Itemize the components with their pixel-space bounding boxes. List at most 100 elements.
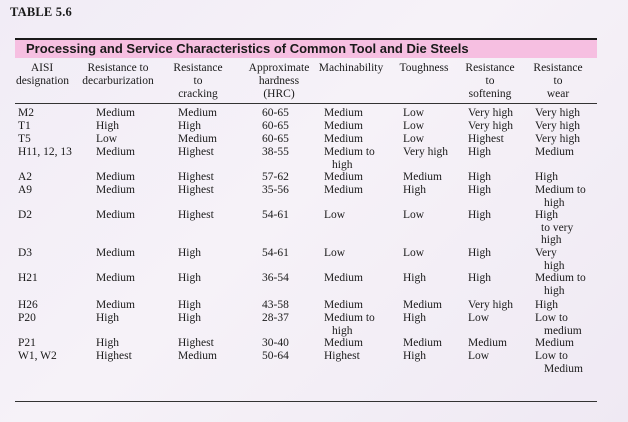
cell-line: Medium to (535, 184, 586, 196)
header-softening: Resistance to softening (462, 62, 518, 101)
steel-designation-cell: A2 (18, 171, 33, 183)
table-cell: Medium (324, 171, 363, 183)
header-text: Resistance (465, 62, 515, 74)
table-cell: Low (324, 247, 346, 259)
cell-line: high (332, 324, 353, 337)
table-cell: Low (324, 209, 346, 221)
table-cell: Medium (324, 337, 363, 349)
table-cell: High (178, 312, 201, 324)
table-number: TABLE 5.6 (10, 5, 72, 19)
table-cell: High (96, 120, 119, 132)
table-cell: Medium (178, 107, 217, 119)
table-cell: 60-65 (262, 133, 289, 145)
table-cell: Medium (324, 107, 363, 119)
steel-designation-cell: T1 (18, 120, 31, 132)
header-text: AISI (30, 62, 54, 74)
table-cell: Highest (468, 133, 504, 145)
table-cell: Low to medium (535, 312, 582, 337)
header-aisi: AISI designation (16, 62, 70, 88)
table-cell: High (178, 120, 201, 132)
table-cell: Medium (324, 272, 363, 284)
table-cell: High (403, 184, 426, 196)
table-cell: Medium to high (535, 184, 586, 209)
table-cell: High (468, 209, 491, 221)
table-cell: Medium (535, 146, 574, 158)
cell-line: high (541, 234, 562, 246)
header-text: Resistance to (87, 62, 149, 74)
table-cell: High (535, 299, 558, 311)
table-cell: Low (403, 209, 425, 221)
steel-designation-cell: H21 (18, 272, 38, 284)
cell-line: Very (535, 247, 557, 259)
table-title: Processing and Service Characteristics o… (26, 41, 469, 56)
table-cell: High (178, 299, 201, 311)
table-cell: 38-55 (262, 146, 289, 158)
cell-line: Low to (535, 350, 568, 362)
table-cell: Medium to high (324, 146, 375, 171)
table-cell: Very high (468, 107, 514, 119)
table-cell: Medium (535, 337, 574, 349)
table-cell: Low (96, 133, 118, 145)
table-cell: Medium (324, 133, 363, 145)
table-cell: Medium (178, 350, 217, 362)
table-cell: Highest (178, 209, 214, 221)
header-text: to (485, 75, 495, 87)
table-cell: Low (403, 247, 425, 259)
cell-line: Medium to (324, 146, 375, 158)
table-cell: Medium (324, 120, 363, 132)
table-cell: Medium (96, 171, 135, 183)
table-cell: High to very high (535, 209, 573, 247)
header-text: designation (16, 75, 70, 87)
cell-line: to very (541, 221, 574, 234)
table-cell: Very high (535, 247, 564, 272)
cell-line: Medium (544, 362, 583, 375)
table-cell: High (403, 312, 426, 324)
table-cell: Very high (535, 107, 581, 119)
table-cell: Medium (324, 184, 363, 196)
table-cell: Low (468, 312, 490, 324)
table-cell: 60-65 (262, 120, 289, 132)
header-machinability: Machinability (318, 62, 384, 75)
table-cell: Very high (468, 299, 514, 311)
table-cell: 54-61 (262, 247, 289, 259)
table-cell: Medium (96, 107, 135, 119)
steel-designation-cell: P20 (18, 312, 36, 324)
table-cell: Medium to high (535, 272, 586, 297)
table-cell: Very high (535, 120, 581, 132)
table-cell: Low (403, 133, 425, 145)
header-text: softening (468, 88, 512, 100)
header-toughness: Toughness (396, 62, 452, 75)
table-cell: High (178, 272, 201, 284)
steel-designation-cell: W1, W2 (18, 350, 57, 362)
table-cell: 36-54 (262, 272, 289, 284)
table-cell: High (468, 272, 491, 284)
table-cell: High (468, 247, 491, 259)
table-cell: Very high (403, 146, 449, 158)
table-cell: 50-64 (262, 350, 289, 362)
table-cell: Medium (96, 209, 135, 221)
cell-line: high (544, 259, 565, 272)
steel-designation-cell: M2 (18, 107, 34, 119)
table-cell: Highest (96, 350, 132, 362)
steel-designation-cell: D3 (18, 247, 33, 259)
table-cell: Medium to high (324, 312, 375, 337)
steel-designation-cell: H11, 12, 13 (18, 146, 72, 158)
table-cell: Medium (468, 337, 507, 349)
cell-line: High (535, 209, 558, 221)
steel-designation-cell: T5 (18, 133, 31, 145)
table-cell: 54-61 (262, 209, 289, 221)
table-bottom-rule (15, 401, 597, 402)
table-cell: 57-62 (262, 171, 289, 183)
table-cell: High (178, 247, 201, 259)
header-text: Resistance (533, 62, 583, 74)
cell-line: Low to (535, 312, 568, 324)
table-cell: Medium (96, 146, 135, 158)
header-text: Machinability (318, 62, 384, 74)
header-divider (15, 103, 597, 104)
table-cell: High (96, 337, 119, 349)
cell-line: high (332, 158, 353, 171)
header-text: Toughness (399, 62, 449, 74)
table-cell: Low (403, 120, 425, 132)
table-cell: Medium (403, 337, 442, 349)
table-cell: High (535, 171, 558, 183)
